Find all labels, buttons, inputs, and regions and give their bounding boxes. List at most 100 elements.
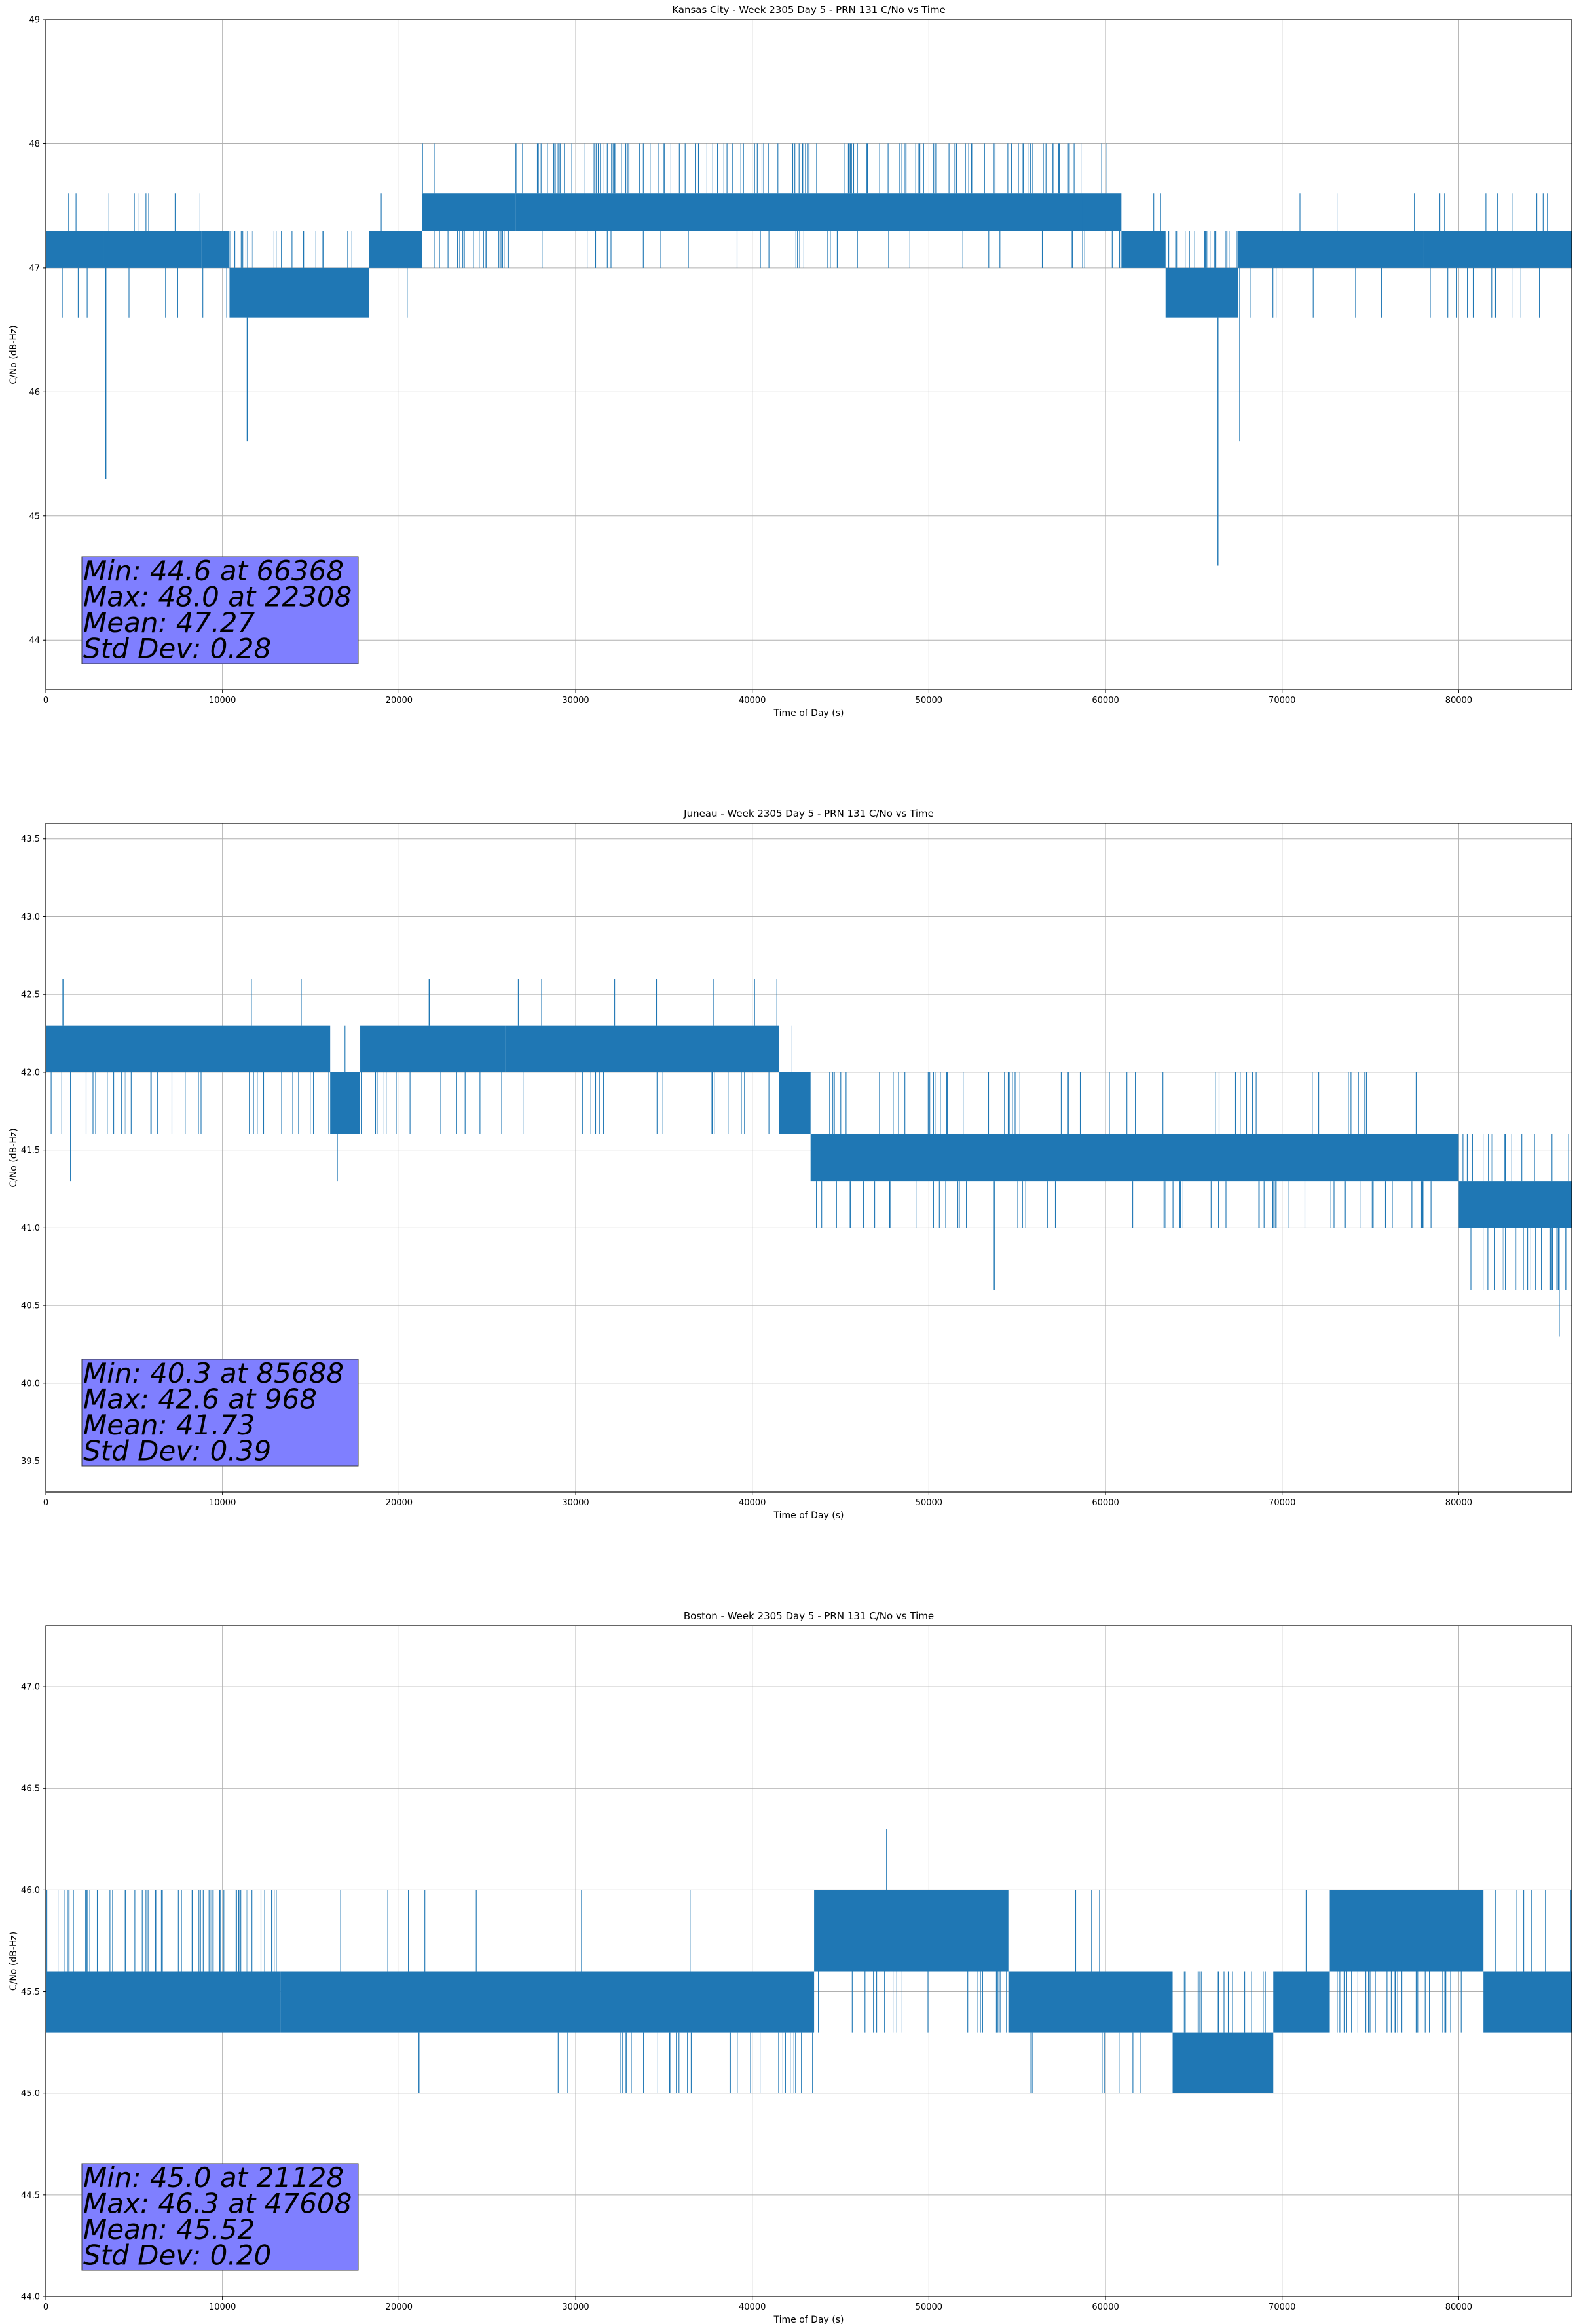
y-tick-label: 46.0 (21, 1886, 40, 1896)
data-excursions (361, 979, 502, 1134)
x-tick-label: 30000 (562, 1498, 589, 1508)
y-tick-label: 49 (29, 16, 40, 26)
y-tick-label: 40.5 (21, 1302, 40, 1311)
data-band (46, 1971, 281, 2033)
data-band (1423, 231, 1572, 268)
chart-panel-1: 0 10000 20000 30000 40000 50000 60000 70000 8000… (9, 4, 1572, 719)
data-excursions (1430, 193, 1548, 318)
x-tick-label: 10000 (209, 696, 236, 705)
data-excursions (1462, 1134, 1569, 1290)
x-tick-label: 80000 (1445, 1498, 1472, 1508)
y-tick-label: 46 (29, 388, 40, 398)
data-excursions (108, 193, 200, 318)
x-tick-label: 0 (43, 2302, 48, 2312)
chart-panel-2: 0 10000 20000 30000 40000 50000 60000 70000 8000… (9, 808, 1572, 1521)
y-tick-label: 43.0 (21, 912, 40, 922)
chart-title: Kansas City - Week 2305 Day 5 - PRN 131 … (672, 4, 946, 16)
stats-max: Max: 48.0 at 22308 (83, 581, 352, 613)
x-tick-label: 20000 (386, 696, 413, 705)
stats-box-background (81, 2163, 359, 2271)
x-tick-label: 20000 (386, 2302, 413, 2312)
data-band (810, 1134, 1459, 1182)
data-band (360, 1025, 506, 1072)
y-axis-label: C/No (dB-Hz) (9, 1128, 19, 1187)
x-tick-label: 0 (43, 1498, 48, 1508)
x-tick-label: 20000 (386, 1498, 413, 1508)
x-tick-label: 70000 (1269, 2302, 1295, 2312)
stats-std: Std Dev: 0.20 (83, 2240, 271, 2272)
data-excursions (230, 231, 352, 268)
data-excursions (46, 1890, 277, 1972)
stats-box-background (81, 556, 359, 664)
stats-std: Std Dev: 0.39 (83, 1435, 271, 1467)
plot-frame (45, 823, 1572, 1493)
data-band (1273, 1971, 1330, 2033)
data-excursions (1030, 1890, 1141, 2093)
chart-title: Boston - Week 2305 Day 5 - PRN 131 C/No … (684, 1610, 934, 1622)
series-cno (46, 979, 1572, 1337)
y-tick-label: 44 (29, 636, 40, 646)
x-tick-label: 50000 (916, 1498, 942, 1508)
y-tick-label: 45 (29, 512, 40, 521)
data-band (1082, 193, 1122, 231)
y-tick-label: 48 (29, 140, 40, 149)
data-excursions (1153, 193, 1161, 231)
x-tick-label: 50000 (916, 696, 942, 705)
data-excursions (340, 1890, 477, 1972)
x-tick-label: 60000 (1092, 696, 1119, 705)
data-band (1121, 231, 1166, 268)
x-tick-label: 60000 (1092, 2302, 1119, 2312)
data-band (814, 1890, 1009, 1972)
data-excursions (517, 979, 777, 1134)
data-band (1008, 1971, 1173, 2033)
data-excursions (1337, 1971, 1462, 2033)
stats-min: Min: 44.6 at 66368 (83, 555, 344, 587)
data-excursions (557, 1890, 813, 2093)
x-tick-label: 30000 (562, 2302, 589, 2312)
data-band (1458, 1181, 1572, 1228)
stats-min: Min: 45.0 at 21128 (83, 2162, 344, 2194)
x-axis-label: Time of Day (s) (773, 1510, 844, 1521)
y-tick-label: 45.5 (21, 1987, 40, 1997)
y-tick-label: 47.0 (21, 1683, 40, 1693)
x-tick-label: 10000 (209, 2302, 236, 2312)
data-band (1329, 1890, 1484, 1972)
x-tick-label: 50000 (916, 2302, 942, 2312)
data-excursions (422, 143, 509, 268)
y-tick-label: 44.0 (21, 2293, 40, 2302)
y-axis-label: C/No (dB-Hz) (9, 1932, 19, 1991)
data-band (422, 193, 516, 231)
data-band (103, 231, 202, 268)
stats-max: Max: 46.3 at 47608 (83, 2188, 352, 2220)
data-excursions (1082, 143, 1121, 268)
data-excursions (1495, 1890, 1572, 1972)
data-excursions (1168, 231, 1238, 268)
data-band (1165, 267, 1238, 318)
y-tick-label: 42.5 (21, 990, 40, 1000)
y-tick-label: 45.0 (21, 2089, 40, 2099)
stats-mean: Mean: 41.73 (83, 1409, 255, 1441)
data-band (330, 1072, 361, 1134)
y-tick-label: 40.0 (21, 1379, 40, 1389)
data-excursions (515, 143, 1082, 268)
stats-std: Std Dev: 0.28 (83, 633, 271, 665)
stats-box-background (81, 1359, 359, 1467)
data-band (369, 231, 422, 268)
data-excursions (62, 193, 88, 318)
x-tick-label: 70000 (1269, 1498, 1295, 1508)
chart-panel-3: 0 10000 20000 30000 40000 50000 60000 70000 8000… (9, 1610, 1572, 2324)
y-tick-label: 43.5 (21, 834, 40, 844)
data-band (549, 1971, 815, 2033)
data-excursions (202, 267, 227, 318)
series-cno (46, 143, 1572, 566)
x-tick-label: 60000 (1092, 1498, 1119, 1508)
y-tick-label: 41.5 (21, 1146, 40, 1155)
x-tick-label: 80000 (1445, 2302, 1472, 2312)
y-tick-label: 39.5 (21, 1457, 40, 1467)
y-tick-label: 42.0 (21, 1068, 40, 1078)
x-axis-label: Time of Day (s) (773, 2315, 844, 2324)
data-band (1172, 2032, 1274, 2093)
x-tick-label: 80000 (1445, 696, 1472, 705)
